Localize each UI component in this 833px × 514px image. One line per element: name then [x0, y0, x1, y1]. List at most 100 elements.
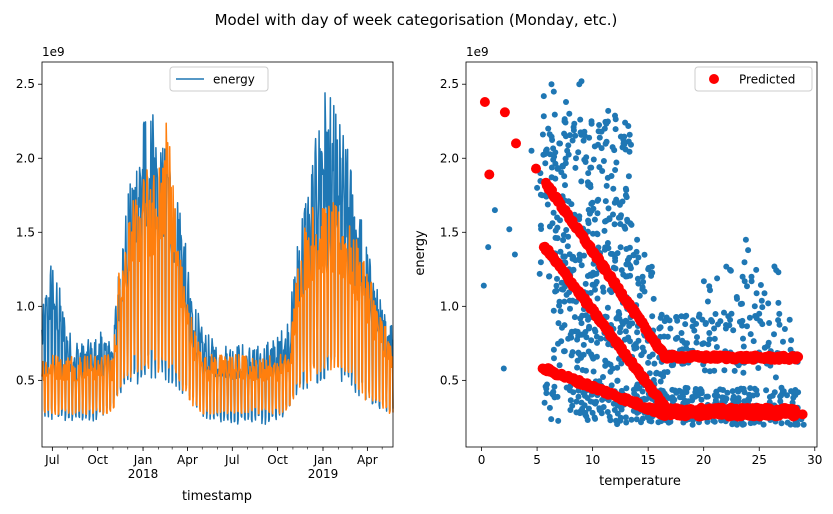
energy-point	[775, 299, 782, 306]
y-tick-label-left: 1.0	[16, 299, 35, 313]
energy-point	[777, 392, 784, 399]
energy-point	[557, 308, 564, 315]
energy-point	[552, 234, 559, 241]
energy-point	[546, 273, 552, 280]
energy-point	[712, 397, 719, 404]
energy-point	[617, 244, 624, 251]
energy-point	[624, 216, 631, 223]
energy-point	[612, 116, 619, 123]
energy-point	[781, 326, 788, 332]
energy-point	[705, 341, 712, 348]
energy-point	[711, 418, 718, 425]
energy-point	[581, 392, 588, 399]
energy-point	[562, 182, 568, 189]
energy-point	[625, 173, 632, 180]
energy-point	[653, 369, 660, 376]
energy-point	[545, 125, 552, 132]
energy-point	[661, 333, 668, 340]
energy-point	[556, 140, 563, 147]
energy-point	[741, 259, 748, 266]
energy-point	[551, 383, 558, 390]
energy-point	[592, 286, 598, 293]
predicted-point	[479, 97, 490, 107]
energy-point	[594, 339, 600, 346]
energy-point	[549, 390, 556, 397]
energy-point	[773, 267, 780, 274]
x-tick-label-left: Jul	[224, 453, 239, 467]
x-tick-label-right: 5	[533, 453, 541, 467]
energy-point	[763, 387, 770, 394]
energy-point	[506, 226, 513, 233]
energy-point	[592, 400, 599, 407]
energy-point	[563, 384, 570, 391]
predicted-point	[499, 107, 510, 118]
energy-point	[640, 278, 647, 285]
x-tick-label-left: Apr	[357, 453, 378, 467]
energy-point	[600, 404, 607, 410]
energy-point	[583, 312, 589, 319]
energy-point	[740, 335, 746, 342]
energy-point	[587, 289, 594, 296]
energy-point	[585, 405, 592, 412]
energy-point	[543, 147, 549, 154]
energy-point	[711, 325, 718, 332]
energy-point	[683, 345, 690, 352]
energy-point	[627, 338, 633, 345]
energy-point	[646, 353, 653, 360]
energy-point	[714, 275, 721, 282]
energy-point	[604, 240, 611, 246]
energy-point	[741, 278, 748, 285]
energy-point	[683, 312, 690, 319]
energy-point	[588, 164, 595, 171]
energy-point	[607, 368, 614, 375]
energy-point	[571, 314, 578, 321]
energy-point	[539, 131, 546, 138]
energy-point	[601, 227, 608, 234]
energy-point	[682, 321, 689, 328]
energy-point	[634, 409, 641, 416]
energy-point	[656, 325, 663, 332]
energy-point	[734, 386, 741, 393]
energy-point	[554, 224, 561, 231]
energy-point	[621, 141, 628, 148]
energy-point	[625, 138, 632, 145]
energy-point	[800, 421, 807, 428]
energy-point	[620, 271, 627, 278]
energy-point	[711, 392, 718, 399]
energy-point	[560, 237, 567, 244]
energy-point	[596, 134, 603, 141]
energy-point	[622, 414, 629, 421]
energy-point	[711, 335, 718, 342]
energy-point	[623, 419, 630, 426]
energy-point	[587, 398, 594, 405]
energy-point	[561, 130, 568, 137]
energy-point	[614, 364, 621, 371]
predicted-point	[797, 409, 808, 420]
energy-point	[591, 216, 598, 223]
energy-point	[617, 414, 624, 421]
energy-point	[728, 310, 735, 317]
energy-point	[605, 205, 612, 212]
energy-point	[748, 273, 755, 280]
energy-point	[701, 367, 708, 374]
energy-point	[561, 253, 568, 260]
energy-point	[564, 147, 571, 154]
energy-point	[563, 99, 569, 105]
energy-point	[585, 217, 592, 224]
energy-point	[746, 395, 753, 402]
predicted-point	[793, 351, 804, 362]
x-axis-label-left: timestamp	[182, 489, 252, 504]
energy-point	[562, 155, 569, 162]
energy-point	[683, 389, 690, 396]
energy-point	[603, 217, 610, 224]
energy-point	[734, 421, 740, 428]
energy-point	[661, 318, 668, 325]
energy-point	[730, 393, 737, 400]
energy-point	[558, 338, 565, 345]
energy-point	[583, 154, 590, 161]
energy-point	[550, 209, 557, 216]
energy-point	[590, 355, 597, 362]
energy-point	[765, 300, 772, 307]
energy-point	[537, 259, 544, 266]
energy-point	[759, 321, 766, 328]
